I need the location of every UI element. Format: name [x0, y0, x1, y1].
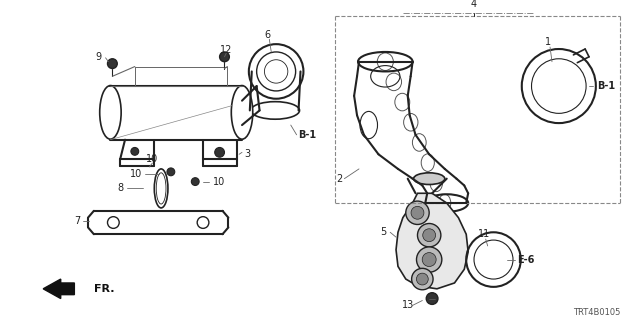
Text: 4: 4 [471, 0, 477, 9]
Text: TRT4B0105: TRT4B0105 [573, 308, 620, 317]
Ellipse shape [413, 173, 445, 185]
Ellipse shape [100, 85, 121, 139]
Text: 9: 9 [95, 52, 102, 62]
Text: 10: 10 [146, 154, 159, 164]
Circle shape [417, 273, 428, 285]
Circle shape [108, 59, 117, 68]
Text: 10: 10 [212, 177, 225, 187]
Circle shape [167, 168, 175, 176]
Circle shape [220, 52, 229, 62]
Circle shape [197, 217, 209, 228]
Text: B-1: B-1 [597, 81, 615, 91]
Text: 1: 1 [545, 37, 551, 47]
Text: 5: 5 [380, 227, 387, 237]
Polygon shape [396, 193, 468, 289]
Circle shape [411, 206, 424, 219]
Circle shape [423, 229, 436, 242]
Text: 10: 10 [131, 169, 143, 179]
Circle shape [406, 201, 429, 224]
Text: 8: 8 [117, 183, 123, 193]
Text: B-1: B-1 [298, 130, 317, 140]
Text: 7: 7 [74, 216, 80, 226]
Circle shape [108, 217, 119, 228]
Text: 2: 2 [337, 174, 342, 184]
Text: FR.: FR. [94, 284, 115, 294]
Circle shape [422, 252, 436, 267]
Ellipse shape [154, 169, 168, 208]
Circle shape [131, 148, 139, 155]
Circle shape [426, 293, 438, 304]
FancyArrow shape [43, 279, 74, 299]
Text: E-6: E-6 [517, 255, 534, 265]
Text: 11: 11 [477, 229, 490, 239]
Circle shape [417, 223, 441, 247]
Circle shape [417, 247, 442, 272]
Circle shape [412, 268, 433, 290]
Circle shape [191, 178, 199, 186]
Text: 12: 12 [220, 45, 232, 55]
Circle shape [215, 148, 225, 157]
Text: 6: 6 [264, 30, 271, 40]
Text: 13: 13 [402, 300, 414, 310]
Text: 3: 3 [244, 149, 250, 159]
Ellipse shape [231, 85, 253, 139]
